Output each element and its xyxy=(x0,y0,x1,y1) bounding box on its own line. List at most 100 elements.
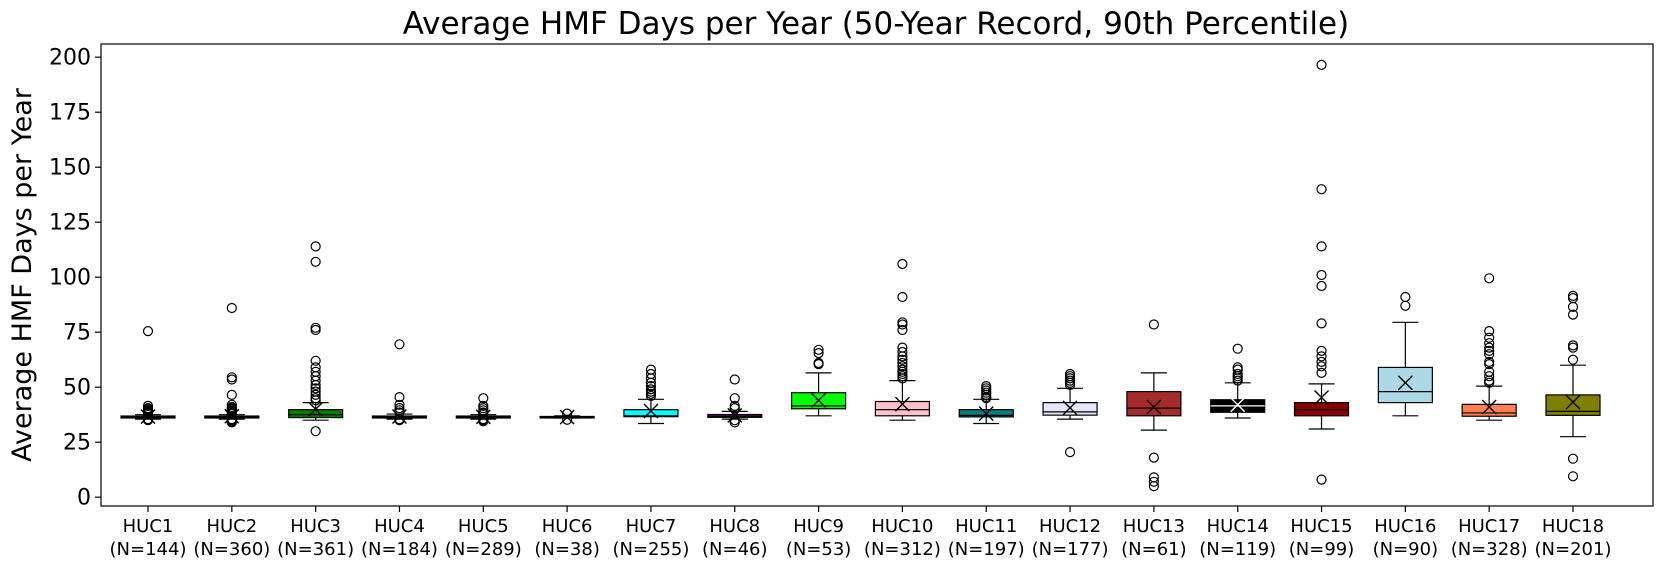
box-huc11 xyxy=(958,381,1014,425)
outlier-point xyxy=(1484,332,1495,343)
outlier-point xyxy=(310,389,321,400)
outlier-point xyxy=(1567,293,1579,304)
outlier-point xyxy=(1064,447,1076,458)
outlier-point xyxy=(813,344,824,355)
outlier-point xyxy=(1567,340,1579,351)
outlier-point xyxy=(897,319,908,330)
outlier-point xyxy=(897,361,908,372)
outlier-point xyxy=(1316,280,1327,292)
outlier-point xyxy=(1484,338,1495,349)
x-tick-count-huc13: (N=61) xyxy=(1121,539,1187,560)
x-tick-count-huc12: (N=177) xyxy=(1032,539,1109,560)
outlier-point xyxy=(1316,269,1327,281)
x-tick-label-huc13: HUC13 xyxy=(1123,516,1185,537)
chart-title: Average HMF Days per Year (50-Year Recor… xyxy=(403,6,1349,42)
outlier-point xyxy=(729,417,740,428)
mean-marker xyxy=(894,396,910,412)
x-tick-label-huc1: HUC1 xyxy=(123,516,174,537)
y-tick-label: 200 xyxy=(49,46,91,71)
outlier-point xyxy=(226,389,237,400)
outlier-point xyxy=(1316,474,1327,485)
x-tick-count-huc14: (N=119) xyxy=(1199,539,1276,560)
box-huc6 xyxy=(539,408,595,425)
outlier-point xyxy=(1484,342,1495,353)
box-iqr xyxy=(1461,403,1517,417)
mean-marker xyxy=(1146,399,1162,415)
outlier-point xyxy=(394,339,405,350)
outlier-point xyxy=(1484,273,1495,284)
mean-marker xyxy=(308,401,324,417)
outlier-point xyxy=(1484,359,1495,370)
outlier-point xyxy=(1567,309,1579,320)
mean-marker xyxy=(1314,390,1330,406)
mean-marker xyxy=(140,409,156,425)
x-tick-count-huc3: (N=361) xyxy=(277,539,354,560)
outlier-point xyxy=(645,390,657,402)
outlier-point xyxy=(1567,290,1579,301)
outlier-point xyxy=(1316,184,1327,195)
outlier-point xyxy=(897,373,908,384)
x-tick-label-huc6: HUC6 xyxy=(542,516,593,537)
outlier-point xyxy=(562,414,573,425)
x-tick-label-huc17: HUC17 xyxy=(1458,516,1520,537)
x-tick-count-huc5: (N=289) xyxy=(445,539,522,560)
box-huc5 xyxy=(455,393,511,427)
y-tick-label: 175 xyxy=(49,101,91,126)
outlier-point xyxy=(897,351,908,362)
outlier-point xyxy=(310,379,321,391)
x-tick-label-huc8: HUC8 xyxy=(709,516,760,537)
x-tick-label-huc16: HUC16 xyxy=(1374,516,1436,537)
outlier-point xyxy=(310,355,321,366)
outlier-point xyxy=(310,395,321,406)
box-iqr xyxy=(874,400,931,417)
box-iqr xyxy=(1126,391,1182,417)
x-tick-label-huc14: HUC14 xyxy=(1207,516,1269,537)
outlier-point xyxy=(1064,379,1076,391)
y-tick-label: 150 xyxy=(49,156,91,181)
x-tick-count-huc9: (N=53) xyxy=(786,539,852,560)
mean-marker xyxy=(978,406,994,422)
x-tick-label-huc12: HUC12 xyxy=(1039,516,1101,537)
outlier-point xyxy=(1484,371,1495,382)
x-tick-count-huc7: (N=255) xyxy=(612,539,689,560)
mean-marker xyxy=(1062,400,1078,416)
outlier-point xyxy=(310,383,321,394)
outlier-point xyxy=(1232,375,1243,386)
outlier-point xyxy=(1567,471,1579,482)
box-huc12 xyxy=(1042,368,1098,458)
outlier-point xyxy=(226,374,237,385)
outlier-point xyxy=(478,393,489,404)
x-tick-label-huc15: HUC15 xyxy=(1290,516,1352,537)
x-tick-count-huc4: (N=184) xyxy=(361,539,438,560)
outlier-point xyxy=(226,417,237,428)
outlier-point xyxy=(813,348,824,359)
x-tick-count-huc15: (N=99) xyxy=(1289,539,1355,560)
plot-frame xyxy=(100,43,1654,507)
outlier-point xyxy=(981,393,992,404)
outlier-point xyxy=(1316,59,1327,71)
box-huc15 xyxy=(1293,59,1350,485)
x-tick-count-huc17: (N=328) xyxy=(1451,539,1528,560)
outlier-point xyxy=(1567,453,1579,464)
x-tick-label-huc2: HUC2 xyxy=(206,516,257,537)
outlier-point xyxy=(1316,345,1327,356)
mean-marker xyxy=(1230,397,1246,413)
box-huc14 xyxy=(1210,343,1266,419)
outlier-point xyxy=(1148,452,1159,463)
x-tick-label-huc5: HUC5 xyxy=(458,516,509,537)
outlier-point xyxy=(1567,301,1579,312)
x-tick-label-huc4: HUC4 xyxy=(374,516,425,537)
box-huc2 xyxy=(204,302,260,428)
y-tick-label: 125 xyxy=(49,211,91,236)
y-tick-label: 25 xyxy=(63,431,91,456)
plot-area xyxy=(120,59,1601,492)
outlier-point xyxy=(142,408,154,419)
outlier-point xyxy=(310,324,321,336)
outlier-point xyxy=(1484,326,1495,337)
y-tick-label: 75 xyxy=(63,321,91,346)
box-huc13 xyxy=(1126,319,1182,492)
box-iqr xyxy=(1042,402,1098,416)
x-tick-label-huc3: HUC3 xyxy=(290,516,341,537)
outlier-point xyxy=(1148,476,1159,487)
